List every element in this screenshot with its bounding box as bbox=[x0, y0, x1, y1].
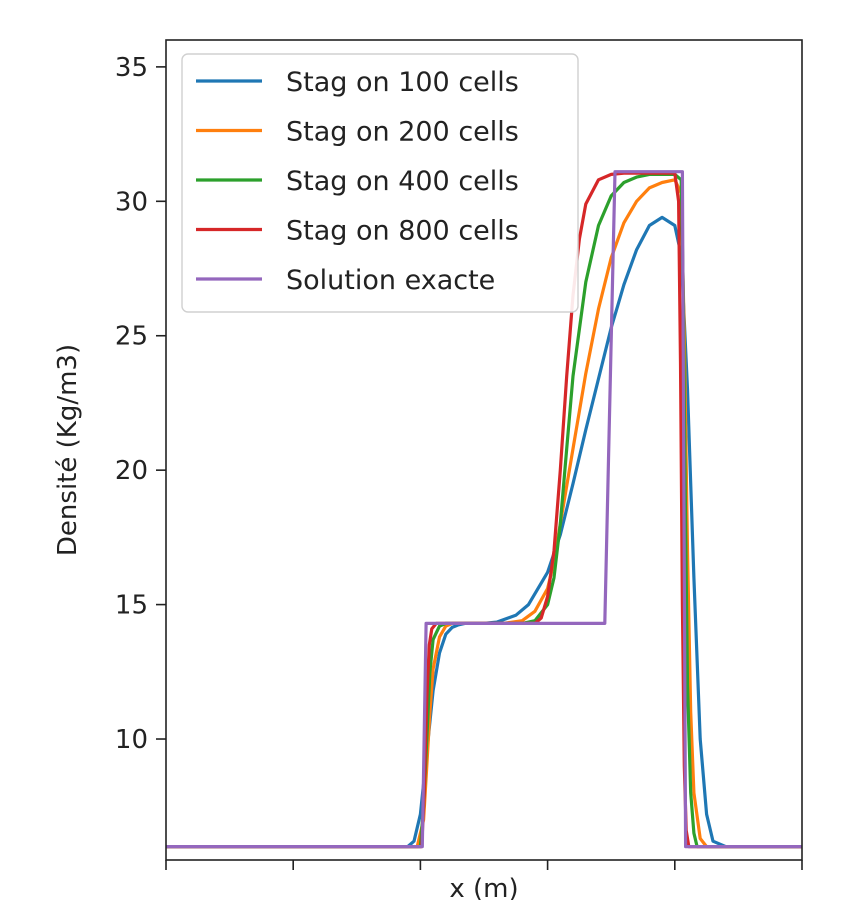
y-tick-label: 20 bbox=[115, 456, 148, 486]
series-line bbox=[166, 170, 802, 849]
series-line bbox=[166, 215, 802, 849]
legend-label: Stag on 100 cells bbox=[286, 67, 519, 98]
x-axis-label: x (m) bbox=[449, 874, 518, 900]
legend-label: Stag on 400 cells bbox=[286, 166, 519, 197]
y-axis-label: Densité (Kg/m3) bbox=[53, 344, 83, 556]
legend-label: Stag on 200 cells bbox=[286, 117, 519, 148]
y-tick-label: 30 bbox=[115, 187, 148, 217]
y-tick-label: 15 bbox=[115, 591, 148, 621]
legend-label: Stag on 800 cells bbox=[286, 216, 519, 247]
series-layer bbox=[166, 170, 802, 849]
legend: Stag on 100 cells Stag on 200 cells Stag o… bbox=[181, 53, 579, 313]
y-tick-label: 35 bbox=[115, 53, 148, 83]
y-tick-label: 10 bbox=[115, 725, 148, 755]
legend-label: Solution exacte bbox=[286, 265, 495, 296]
legend-box bbox=[181, 53, 579, 313]
plot-frame bbox=[165, 39, 803, 861]
x-axis bbox=[165, 860, 803, 870]
series-line bbox=[166, 171, 802, 849]
y-tick-label: 25 bbox=[115, 322, 148, 352]
y-axis: 10 15 20 25 30 35 bbox=[115, 53, 166, 755]
